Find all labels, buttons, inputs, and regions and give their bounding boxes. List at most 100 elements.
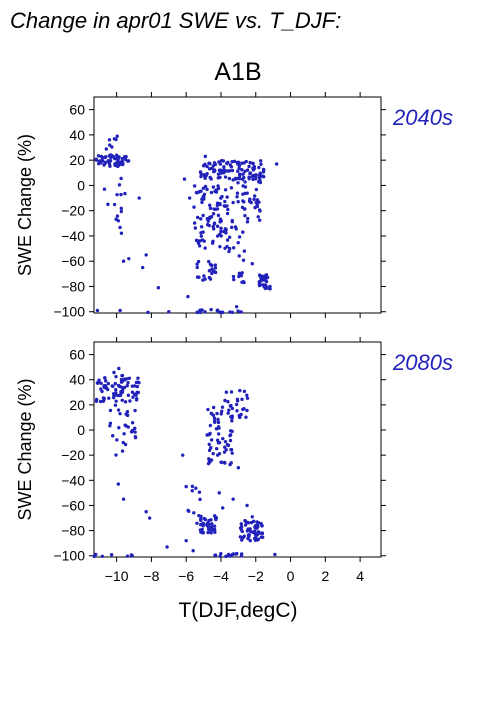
data-point — [209, 215, 214, 219]
data-point — [243, 207, 247, 211]
x-axis-label: T(DJF,degC) — [178, 599, 297, 622]
data-point — [191, 549, 195, 553]
data-point — [197, 490, 202, 494]
data-point — [239, 273, 244, 278]
data-point — [117, 426, 121, 430]
data-point — [219, 226, 223, 231]
data-point — [110, 434, 115, 438]
data-point — [199, 189, 203, 193]
data-point — [210, 166, 214, 171]
data-point — [200, 527, 204, 532]
data-point — [236, 466, 241, 470]
data-point — [209, 177, 213, 181]
data-point — [195, 521, 199, 525]
data-point — [94, 552, 98, 557]
data-point — [210, 267, 214, 271]
data-point — [246, 216, 250, 221]
data-point — [101, 396, 106, 400]
data-point — [223, 175, 228, 179]
data-point — [121, 440, 125, 445]
data-point — [213, 207, 218, 211]
data-point — [113, 403, 118, 407]
data-point — [165, 545, 169, 549]
data-point — [257, 218, 262, 222]
data-point — [129, 430, 134, 434]
data-point — [227, 169, 232, 173]
data-point — [200, 308, 204, 312]
data-point — [223, 461, 227, 465]
data-point — [119, 192, 123, 197]
data-point — [209, 446, 213, 450]
data-point — [234, 304, 239, 309]
data-point — [229, 447, 233, 452]
data-point — [243, 169, 247, 174]
data-point — [257, 165, 261, 170]
data-point — [216, 176, 220, 180]
data-point — [120, 379, 125, 384]
data-point — [218, 220, 222, 224]
data-point — [230, 168, 235, 173]
data-points — [92, 366, 277, 559]
data-point — [245, 529, 250, 533]
x-tick-label: −4 — [213, 568, 229, 584]
data-point — [199, 225, 204, 229]
data-point — [97, 380, 101, 384]
data-point — [212, 169, 216, 174]
y-tick-label: −60 — [61, 253, 85, 269]
data-point — [123, 423, 127, 427]
data-point — [130, 554, 134, 558]
y-tick-label: 60 — [69, 347, 85, 363]
data-point — [203, 277, 207, 281]
data-point — [202, 239, 206, 243]
data-point — [245, 520, 249, 525]
data-point — [222, 204, 226, 208]
data-point — [220, 310, 225, 315]
data-point — [260, 523, 264, 528]
data-point — [237, 235, 242, 239]
data-point — [231, 178, 235, 182]
data-point — [199, 234, 204, 238]
data-point — [196, 241, 201, 245]
data-point — [116, 408, 121, 412]
data-point — [116, 154, 120, 159]
data-point — [107, 138, 112, 142]
data-point — [212, 524, 217, 528]
data-point — [248, 538, 252, 543]
data-point — [144, 510, 148, 514]
data-point — [241, 199, 245, 203]
data-point — [242, 406, 246, 411]
data-point — [209, 458, 214, 462]
data-point — [245, 220, 250, 224]
data-point — [116, 164, 120, 169]
data-point — [130, 390, 135, 394]
data-point — [225, 195, 229, 199]
data-point — [238, 535, 243, 539]
data-point — [190, 484, 195, 489]
data-point — [213, 553, 218, 557]
data-point — [114, 388, 118, 392]
data-point — [216, 172, 221, 176]
data-point — [217, 491, 221, 495]
data-point — [94, 399, 99, 403]
data-point — [223, 439, 228, 444]
data-point — [108, 408, 113, 413]
data-point — [257, 173, 262, 178]
data-point — [243, 213, 247, 218]
data-point — [220, 409, 224, 414]
data-point — [192, 184, 197, 188]
data-point — [209, 518, 213, 522]
data-point — [208, 277, 213, 281]
data-point — [98, 399, 103, 404]
data-point — [209, 438, 214, 442]
data-point — [245, 168, 250, 172]
data-point — [207, 522, 211, 527]
data-point — [230, 419, 234, 423]
data-point — [187, 196, 192, 200]
data-point — [201, 522, 206, 527]
data-point — [108, 143, 112, 147]
data-point — [112, 202, 117, 207]
data-point — [199, 217, 203, 221]
data-point — [261, 167, 266, 172]
data-point — [253, 205, 257, 210]
